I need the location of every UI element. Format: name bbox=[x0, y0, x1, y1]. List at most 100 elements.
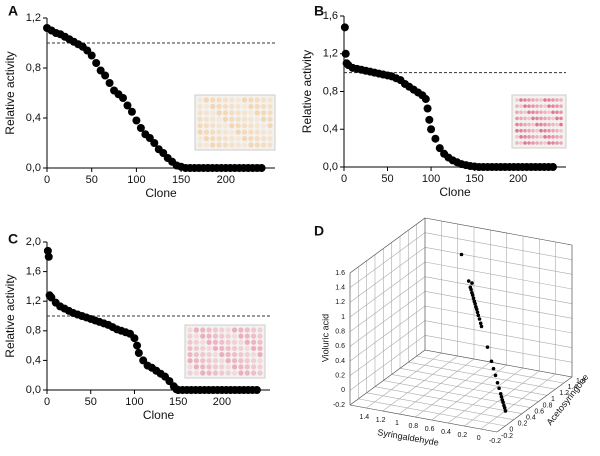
plate-well bbox=[231, 333, 238, 339]
plate-well bbox=[203, 129, 209, 135]
plate-well bbox=[203, 116, 209, 122]
x-tick-label: 150 bbox=[169, 396, 187, 408]
plate-well bbox=[244, 339, 250, 345]
plate-well bbox=[241, 142, 248, 148]
plate-well bbox=[222, 123, 229, 129]
plate-well bbox=[238, 351, 244, 358]
plate-well bbox=[210, 103, 216, 110]
box-edge bbox=[424, 217, 573, 246]
y-tick-label: 0,8 bbox=[323, 85, 338, 97]
plate-well bbox=[212, 327, 219, 333]
x-axis-label: Clone bbox=[439, 185, 471, 199]
plate-well bbox=[248, 116, 254, 122]
plate-well bbox=[254, 110, 260, 116]
data-point bbox=[470, 281, 474, 285]
plate-well bbox=[527, 128, 531, 133]
plate-well bbox=[216, 110, 222, 116]
plate-well bbox=[229, 116, 235, 122]
plate-well bbox=[212, 351, 219, 358]
plate-well bbox=[543, 122, 547, 127]
plate-well bbox=[519, 135, 523, 139]
back-grid-line bbox=[424, 305, 573, 334]
x-tick-label: 0 bbox=[341, 173, 347, 185]
plate-well bbox=[531, 104, 535, 108]
plate-well bbox=[200, 345, 206, 352]
y-tick-label: 0,4 bbox=[323, 123, 338, 135]
data-point bbox=[466, 279, 471, 283]
plate-well bbox=[559, 98, 563, 102]
plate-well bbox=[543, 98, 547, 102]
plate-well bbox=[267, 103, 273, 110]
plate-well bbox=[187, 351, 193, 358]
plate-well bbox=[519, 116, 523, 121]
side-grid-line bbox=[349, 232, 426, 288]
plate-well bbox=[241, 103, 248, 110]
side-grid-line bbox=[349, 305, 426, 362]
data-point bbox=[435, 144, 444, 153]
plate-well bbox=[555, 122, 559, 127]
side-grid-line bbox=[349, 276, 426, 332]
plate-well bbox=[527, 110, 531, 115]
side-grid-line bbox=[349, 335, 426, 391]
plate-well bbox=[559, 116, 563, 121]
plate-well bbox=[254, 142, 260, 148]
plate-well bbox=[216, 103, 222, 110]
y-tick-label: 1,2 bbox=[26, 12, 41, 24]
data-point bbox=[489, 359, 494, 364]
y-tick-label: 1.2 bbox=[559, 390, 569, 397]
plate-well bbox=[235, 97, 241, 103]
plate-well bbox=[515, 141, 519, 145]
data-point bbox=[502, 406, 507, 410]
plate-well bbox=[523, 141, 527, 145]
data-point bbox=[501, 400, 505, 405]
data-point bbox=[421, 95, 430, 104]
plate-well bbox=[200, 327, 206, 333]
y-tick-label: 1,2 bbox=[323, 48, 338, 60]
plate-well bbox=[539, 104, 543, 108]
floor-grid-line bbox=[366, 392, 514, 421]
data-point bbox=[479, 324, 484, 329]
plate-well bbox=[222, 97, 229, 103]
plate-well bbox=[559, 122, 563, 127]
plate-well bbox=[225, 345, 231, 352]
plate-well bbox=[193, 333, 199, 339]
plate-well bbox=[519, 98, 523, 102]
data-point bbox=[425, 115, 434, 124]
plate-well bbox=[238, 327, 244, 333]
plate-well bbox=[531, 116, 535, 121]
plate-well bbox=[244, 327, 250, 333]
x-tick-label: 200 bbox=[509, 173, 527, 185]
plate-well bbox=[206, 345, 212, 352]
plate-well bbox=[200, 333, 206, 339]
y-axis-label: Relative activity bbox=[3, 274, 17, 357]
plate-well bbox=[244, 351, 250, 358]
plate-well bbox=[257, 370, 263, 376]
plate-well bbox=[515, 122, 519, 127]
z-tick-label: 0.6 bbox=[335, 343, 345, 350]
plate-well bbox=[559, 135, 563, 139]
x-tick-label: 100 bbox=[422, 173, 440, 185]
back-grid-line bbox=[424, 261, 573, 290]
plate-well bbox=[206, 358, 212, 364]
plate-well bbox=[231, 339, 238, 345]
floor-grid-line bbox=[366, 352, 442, 409]
plate-well bbox=[216, 142, 222, 148]
back-grid-line bbox=[424, 247, 573, 275]
data-point bbox=[548, 163, 557, 171]
plate-well bbox=[206, 339, 212, 345]
plate-well bbox=[248, 103, 254, 110]
back-grid-line bbox=[424, 320, 573, 348]
plate-well bbox=[551, 141, 555, 145]
plate-well bbox=[248, 135, 254, 142]
plate-well bbox=[210, 142, 216, 148]
plate-well bbox=[219, 327, 225, 333]
z-axis-label: Violuric acid bbox=[320, 314, 330, 362]
plate-well bbox=[261, 116, 267, 122]
plate-well bbox=[535, 116, 539, 121]
plate-well bbox=[531, 135, 535, 139]
plate-well bbox=[219, 364, 225, 370]
data-point bbox=[150, 139, 159, 147]
plate-well bbox=[222, 135, 229, 142]
x-tick-label: -0.2 bbox=[489, 438, 501, 445]
plate-well bbox=[551, 110, 555, 115]
